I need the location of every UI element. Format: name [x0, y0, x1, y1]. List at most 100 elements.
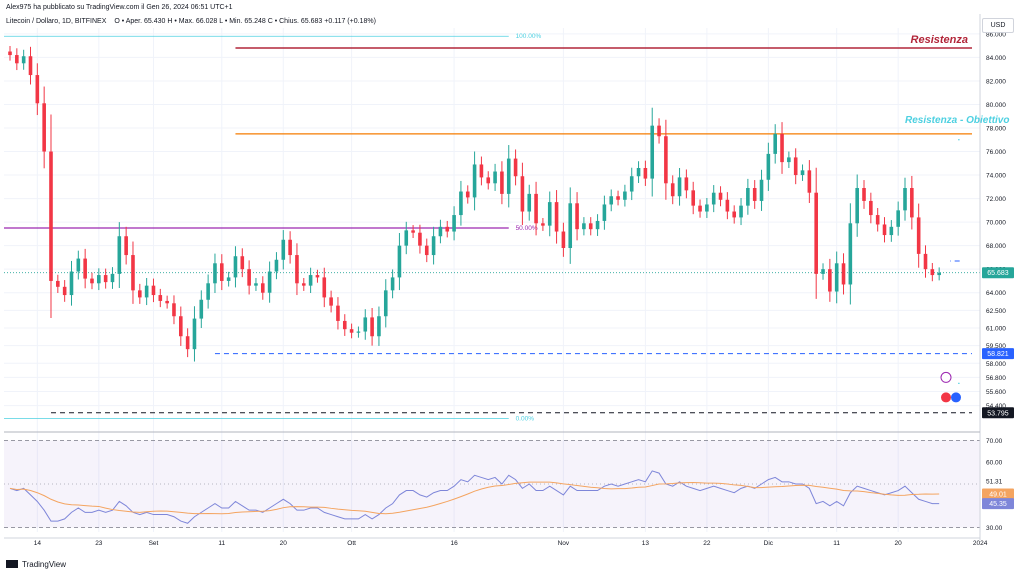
x-tick-label: 13: [642, 540, 650, 547]
candle-body: [547, 202, 552, 226]
candle-body: [322, 277, 327, 298]
candle-body: [882, 224, 887, 236]
fib-0-label: 0.00%: [516, 416, 535, 423]
candle-body: [49, 151, 53, 281]
candle-body: [616, 196, 620, 200]
x-tick-label: 16: [450, 540, 458, 547]
grid-lines: [4, 28, 981, 532]
x-tick-label: 20: [895, 540, 903, 547]
x-tick-label: 11: [833, 540, 840, 547]
candle-body: [288, 239, 292, 256]
candle-body: [500, 171, 504, 194]
candle-body: [383, 290, 388, 317]
candle-body: [527, 193, 532, 212]
candle-body: [889, 226, 894, 236]
candle-body: [397, 245, 402, 278]
candle-body: [281, 239, 286, 260]
currency-button[interactable]: USD: [982, 18, 1014, 33]
y-tick-label: 86.000: [986, 31, 1006, 38]
candle-body: [493, 171, 497, 184]
y-tick-label: 80.000: [986, 102, 1006, 109]
rsi-tick-label: 70.00: [986, 438, 1003, 445]
candle-body: [623, 191, 627, 200]
support-price-tag: 58.821: [987, 351, 1009, 358]
candle-body: [862, 188, 866, 201]
candle-body: [151, 285, 156, 296]
candle-body: [390, 277, 395, 291]
candle-body: [759, 179, 764, 201]
candle-body: [629, 176, 634, 192]
x-tick-label: Ott: [347, 540, 356, 547]
candle-body: [226, 277, 231, 281]
candle-body: [718, 192, 723, 200]
x-tick-label: Set: [149, 540, 159, 547]
rsi-tick-label: 51.31: [986, 479, 1003, 486]
y-tick-label: 64.000: [986, 290, 1006, 297]
rsi-tick-label: 30.00: [986, 525, 1003, 532]
candle-body: [472, 164, 477, 198]
candle-body: [315, 275, 320, 278]
candle-body: [848, 223, 853, 285]
candle-body: [459, 191, 463, 216]
candle-body: [821, 269, 825, 274]
ohlc-values: O • Aper. 65.430 H • Max. 66.028 L • Min…: [114, 18, 376, 25]
candle-body: [165, 300, 169, 304]
y-tick-label: 56.800: [986, 375, 1006, 382]
brand-logo[interactable]: TradingView: [6, 560, 66, 569]
y-tick-label: 62.500: [986, 308, 1006, 315]
y-tick-label: 59.500: [986, 343, 1006, 350]
candle-body: [138, 290, 142, 298]
low-price-tag: 53.795: [987, 410, 1009, 417]
axes: 86.000 84.000 82.000 80.000 78.000 76.000 74.0…: [4, 14, 1014, 547]
candle-body: [418, 232, 422, 246]
brand-label: TradingView: [22, 560, 67, 569]
candle-body: [746, 188, 750, 206]
candle-body: [117, 236, 122, 274]
candle-body: [336, 305, 340, 321]
rsi-ma-line: [9, 481, 940, 515]
y-tick-label: 72.000: [986, 196, 1006, 203]
candle-body: [506, 158, 511, 194]
candle-body: [787, 157, 791, 163]
candle-body: [916, 217, 921, 254]
last-price-tag: 65.683: [987, 270, 1009, 277]
candle-body: [110, 273, 115, 283]
flag-icon: [951, 392, 961, 403]
candle-body: [254, 283, 258, 286]
candle-body: [185, 336, 190, 350]
candle-body: [814, 192, 818, 274]
candle-body: [807, 170, 812, 193]
flag-icon: [941, 392, 951, 403]
candle-body: [609, 196, 614, 205]
symbol-line: Litecoin / Dollaro, 1D, BITFINEX O • Ape…: [6, 18, 376, 25]
candle-body: [541, 223, 545, 226]
candle-body: [356, 331, 361, 333]
candle-body: [513, 158, 518, 177]
candle-body: [595, 220, 600, 230]
candle-body: [144, 285, 149, 298]
candle-body: [793, 157, 798, 176]
y-tick-label: 84.000: [986, 55, 1006, 62]
candle-body: [930, 269, 935, 276]
y-tick-label: 58.000: [986, 361, 1006, 368]
candle-body: [855, 188, 859, 224]
candle-body: [588, 223, 593, 230]
candle-body: [664, 136, 668, 184]
candle-body: [896, 210, 900, 227]
x-tick-label: 22: [703, 540, 711, 547]
candles: [8, 45, 961, 403]
candle-body: [486, 177, 491, 184]
y-tick-label: 74.000: [986, 173, 1006, 180]
candle-body: [42, 103, 46, 152]
candle-body: [103, 275, 108, 283]
x-tick-label: 2024: [973, 540, 988, 547]
candle-body: [424, 245, 429, 256]
x-tick-label: 11: [218, 540, 225, 547]
rsi-ma-tag: 49.01: [989, 491, 1007, 498]
candle-body: [124, 236, 128, 256]
candle-body: [349, 329, 354, 333]
candle-body: [260, 283, 265, 293]
candle-body: [636, 168, 641, 177]
candle-body: [15, 55, 19, 64]
